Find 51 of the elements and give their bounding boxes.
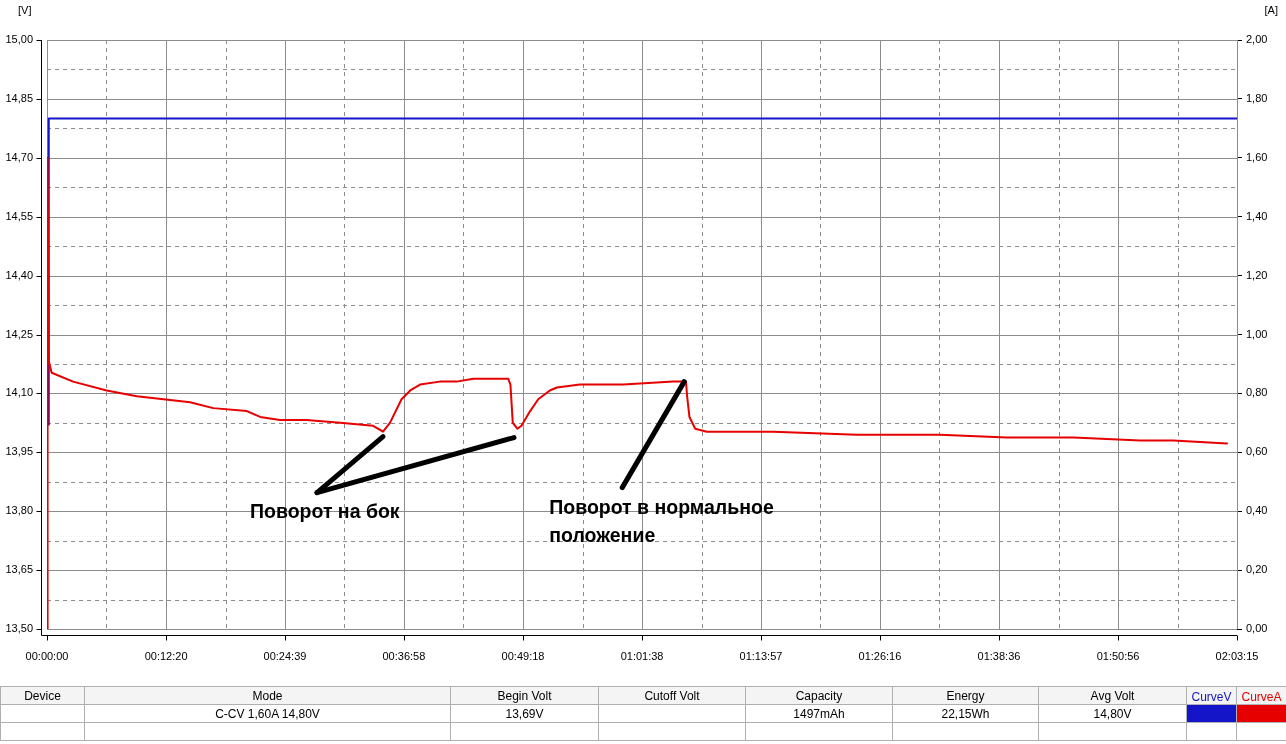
text: CurveA [1241, 690, 1282, 704]
text: Begin Volt [450, 686, 599, 705]
y2-axis-title: [A] [1264, 4, 1278, 17]
text: 13,69V [450, 704, 599, 723]
y-tick-label: 13,80 [5, 504, 33, 517]
y2-tick-label: 1,60 [1246, 150, 1268, 163]
y-tick-label: 13,65 [5, 563, 33, 576]
y2-tick-label: 1,40 [1246, 209, 1268, 222]
y2-tick-label: 0,20 [1246, 563, 1268, 576]
x-tick-label: 00:12:20 [144, 649, 188, 662]
x-tick-label: 01:38:36 [977, 649, 1021, 662]
x-tick-label: 00:36:58 [382, 649, 426, 662]
y2-tick-label: 2,00 [1246, 33, 1268, 46]
text: Device [0, 686, 85, 705]
y-tick-label: 15,00 [5, 33, 33, 46]
y-tick-label: 14,70 [5, 150, 33, 163]
y-tick-label: 13,50 [5, 622, 33, 635]
annotation: Поворот в нормальное положение [549, 494, 775, 548]
x-tick-label: 01:13:57 [739, 649, 783, 662]
x-tick-label: 00:49:18 [501, 649, 545, 662]
y-tick-label: 14,55 [5, 209, 33, 222]
y-tick-label: 14,40 [5, 268, 33, 281]
x-tick-label: 01:01:38 [620, 649, 664, 662]
y2-tick-label: 1,80 [1246, 91, 1268, 104]
text: Energy [892, 686, 1039, 705]
text: 1497mAh [745, 704, 893, 723]
text: 14,80V [1038, 704, 1187, 723]
y-tick-label: 14,85 [5, 91, 33, 104]
text: Cutoff Volt [598, 686, 746, 705]
x-tick-label: 00:00:00 [25, 649, 69, 662]
y-tick-label: 14,10 [5, 386, 33, 399]
y2-tick-label: 0,00 [1246, 622, 1268, 635]
x-tick-label: 01:26:16 [858, 649, 902, 662]
x-tick-label: 01:50:56 [1096, 649, 1140, 662]
y2-tick-label: 0,80 [1246, 386, 1268, 399]
x-tick-label: 02:03:15 [1215, 649, 1259, 662]
y-tick-label: 13,95 [5, 445, 33, 458]
annotation: Поворот на бок [249, 498, 401, 524]
text: Capacity [745, 686, 893, 705]
x-tick-label: 00:24:39 [263, 649, 307, 662]
y2-tick-label: 1,00 [1246, 327, 1268, 340]
text: C-CV 1,60A 14,80V [84, 704, 451, 723]
y2-tick-label: 1,20 [1246, 268, 1268, 281]
text: 22,15Wh [892, 704, 1039, 723]
y-tick-label: 14,25 [5, 327, 33, 340]
text: CurveV [1191, 690, 1232, 704]
text: Avg Volt [1038, 686, 1187, 705]
y2-tick-label: 0,40 [1246, 504, 1268, 517]
y2-tick-label: 0,60 [1246, 445, 1268, 458]
y-axis-title: [V] [18, 4, 32, 17]
text: Mode [84, 686, 451, 705]
